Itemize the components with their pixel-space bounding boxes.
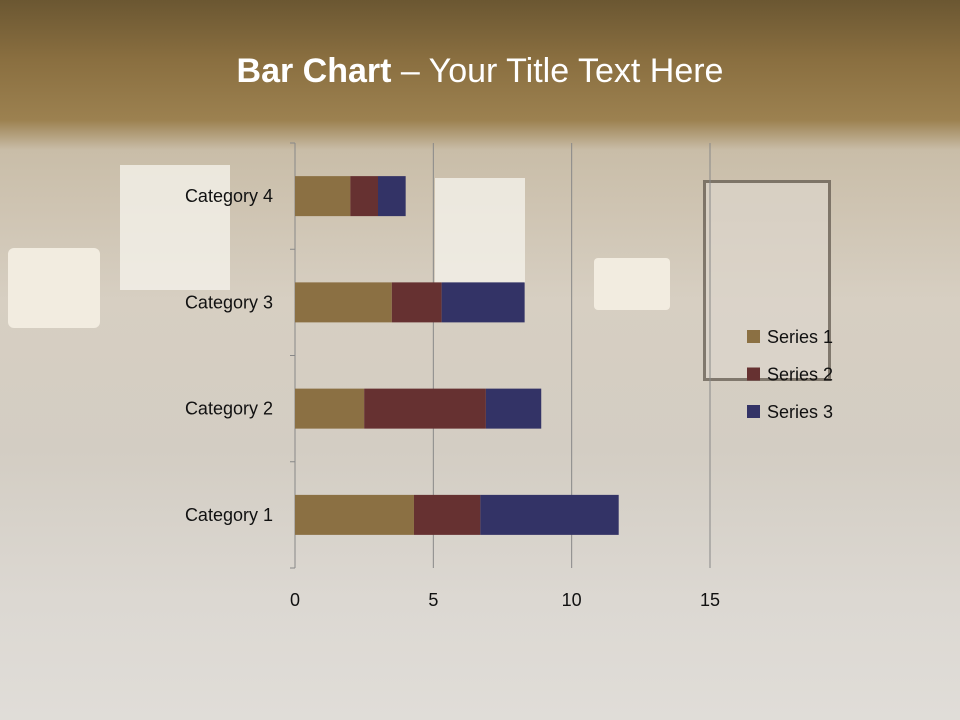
- wall-art: [703, 180, 831, 381]
- category-label: Category 3: [185, 292, 273, 312]
- x-tick-label: 0: [290, 590, 300, 610]
- bar-segment: [295, 282, 392, 323]
- category-label: Category 1: [185, 505, 273, 525]
- bar-segment: [295, 494, 414, 535]
- window-right: [435, 178, 525, 283]
- legend-swatch: [747, 330, 760, 343]
- window-left: [120, 165, 230, 290]
- x-tick-label: 10: [562, 590, 582, 610]
- legend-label: Series 2: [767, 365, 833, 385]
- bar-segment: [485, 388, 542, 429]
- bar-segment: [364, 388, 486, 429]
- lamp-right: [594, 258, 670, 310]
- x-tick-label: 5: [428, 590, 438, 610]
- bar-segment: [413, 494, 481, 535]
- bar-segment: [350, 176, 378, 217]
- bar-segment: [378, 176, 406, 217]
- bar-segment: [441, 282, 525, 323]
- bar-segment: [391, 282, 442, 323]
- legend-label: Series 1: [767, 327, 833, 347]
- legend-label: Series 3: [767, 402, 833, 422]
- bar-segment: [295, 388, 365, 429]
- x-tick-label: 15: [700, 590, 720, 610]
- lamp-left: [8, 248, 100, 328]
- category-label: Category 4: [185, 186, 273, 206]
- bar-segment: [295, 176, 351, 217]
- legend-swatch: [747, 405, 760, 418]
- legend-swatch: [747, 367, 760, 381]
- slide-title: Bar Chart – Your Title Text Here: [236, 52, 724, 90]
- bar-segment: [480, 494, 619, 535]
- category-label: Category 2: [185, 399, 273, 419]
